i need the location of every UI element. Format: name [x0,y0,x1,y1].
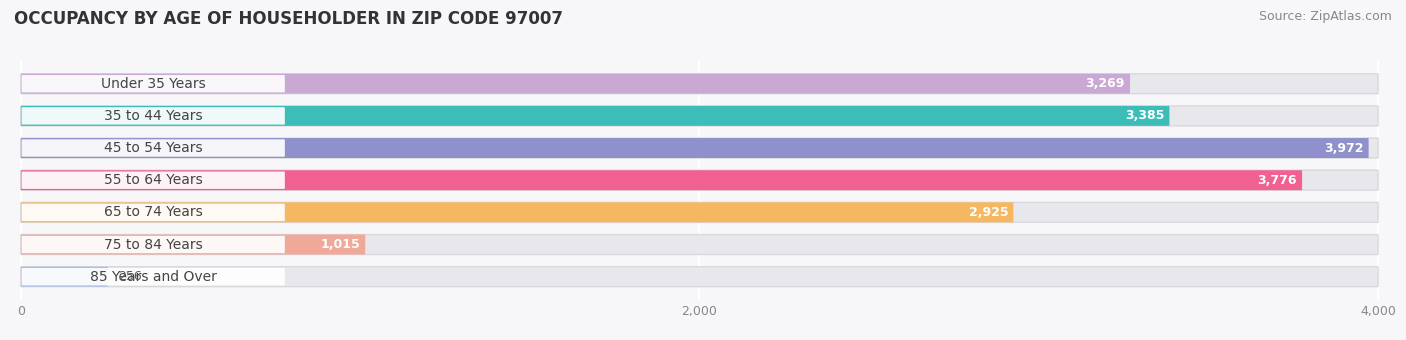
FancyBboxPatch shape [21,236,285,253]
FancyBboxPatch shape [21,267,1378,287]
FancyBboxPatch shape [21,138,1368,158]
FancyBboxPatch shape [21,106,1378,126]
FancyBboxPatch shape [21,74,1130,94]
FancyBboxPatch shape [21,138,1378,158]
Text: 85 Years and Over: 85 Years and Over [90,270,217,284]
FancyBboxPatch shape [21,202,1014,222]
FancyBboxPatch shape [21,268,285,285]
Text: 75 to 84 Years: 75 to 84 Years [104,238,202,252]
Text: OCCUPANCY BY AGE OF HOUSEHOLDER IN ZIP CODE 97007: OCCUPANCY BY AGE OF HOUSEHOLDER IN ZIP C… [14,10,562,28]
FancyBboxPatch shape [21,106,1170,126]
Text: 45 to 54 Years: 45 to 54 Years [104,141,202,155]
FancyBboxPatch shape [21,235,1378,255]
Text: 1,015: 1,015 [321,238,360,251]
Text: Under 35 Years: Under 35 Years [101,77,205,91]
FancyBboxPatch shape [21,139,285,157]
Text: 3,972: 3,972 [1324,141,1364,155]
FancyBboxPatch shape [21,107,285,124]
FancyBboxPatch shape [21,204,285,221]
FancyBboxPatch shape [21,170,1302,190]
Text: 3,385: 3,385 [1125,109,1164,122]
Text: 55 to 64 Years: 55 to 64 Years [104,173,202,187]
Text: Source: ZipAtlas.com: Source: ZipAtlas.com [1258,10,1392,23]
Text: 3,776: 3,776 [1257,174,1296,187]
Text: 35 to 44 Years: 35 to 44 Years [104,109,202,123]
FancyBboxPatch shape [21,235,366,255]
Text: 2,925: 2,925 [969,206,1008,219]
FancyBboxPatch shape [21,75,285,92]
FancyBboxPatch shape [21,267,108,287]
Text: 3,269: 3,269 [1085,77,1125,90]
Text: 256: 256 [118,270,142,283]
Text: 65 to 74 Years: 65 to 74 Years [104,205,202,219]
FancyBboxPatch shape [21,170,1378,190]
FancyBboxPatch shape [21,202,1378,222]
FancyBboxPatch shape [21,74,1378,94]
FancyBboxPatch shape [21,171,285,189]
